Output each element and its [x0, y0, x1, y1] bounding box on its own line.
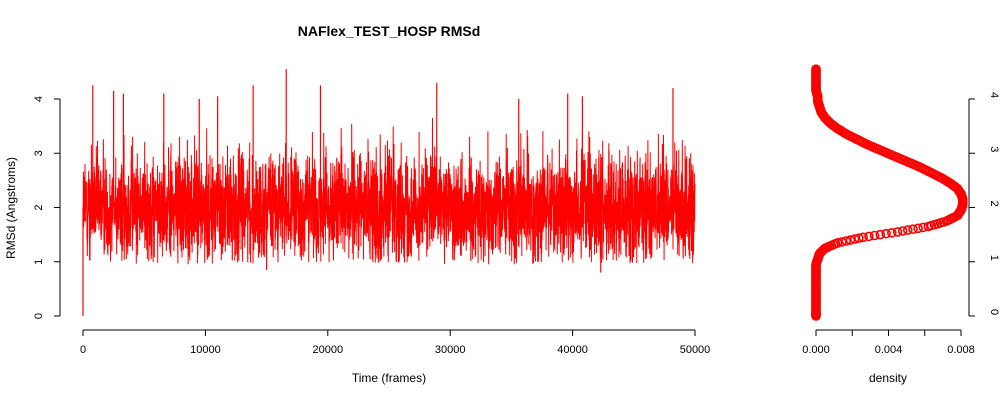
y-tick-label: 4	[33, 96, 45, 102]
density-y-tick-label: 3	[988, 146, 1000, 152]
density-y-tick-label: 1	[988, 255, 1000, 261]
density-x-tick-label: 0.004	[875, 344, 903, 356]
density-point	[913, 223, 923, 234]
density-point	[854, 233, 864, 243]
density-panel: 0.000 0.004 0.008 0 1 2 3 4 density	[802, 64, 1000, 385]
density-x-tick-label: 0.000	[802, 344, 830, 356]
x-tick-label: 50000	[680, 344, 711, 356]
density-point	[837, 237, 847, 247]
rmsd-time-series-panel: 0 10000 20000 30000 40000 50000 0 1 2 3 4 Time (f…	[4, 69, 710, 385]
y-tick-label: 3	[33, 150, 45, 156]
density-series-points	[811, 64, 968, 321]
density-point	[918, 222, 929, 233]
density-x-tick-label: 0.008	[947, 344, 975, 356]
density-point	[923, 221, 934, 232]
x-tick-label: 30000	[435, 344, 466, 356]
y-tick-label: 1	[33, 259, 45, 265]
density-y-tick-label: 0	[988, 309, 1000, 315]
density-point	[892, 227, 903, 237]
rmsd-trace	[82, 117, 696, 265]
density-x-axis-label: density	[869, 371, 907, 385]
density-point	[897, 226, 908, 236]
x-tick-label: 0	[80, 344, 86, 356]
y-tick-label: 2	[33, 204, 45, 210]
chart-title: NAFlex_TEST_HOSP RMSd	[298, 23, 481, 39]
rmsd-series-line	[82, 69, 696, 316]
x-tick-label: 10000	[190, 344, 221, 356]
x-tick-label: 40000	[557, 344, 588, 356]
y-tick-label: 0	[33, 313, 45, 319]
density-point	[908, 224, 918, 234]
density-point	[881, 228, 891, 239]
density-y-tick-label: 2	[988, 200, 1000, 206]
density-point	[849, 234, 860, 244]
density-point	[902, 225, 913, 235]
x-axis-label: Time (frames)	[352, 371, 426, 385]
density-point	[875, 229, 886, 240]
density-y-tick-label: 4	[988, 92, 1000, 98]
density-point	[811, 311, 821, 321]
density-x-axis: 0.000 0.004 0.008	[802, 329, 975, 356]
x-tick-label: 20000	[313, 344, 344, 356]
y-axis-label: RMSd (Angstroms)	[4, 157, 18, 259]
density-point	[864, 231, 874, 242]
density-y-axis: 0 1 2 3 4	[968, 92, 1000, 317]
y-axis: 0 1 2 3 4	[33, 96, 61, 319]
x-axis: 0 10000 20000 30000 40000 50000	[80, 329, 711, 356]
density-point	[869, 230, 880, 241]
density-point	[886, 228, 897, 238]
